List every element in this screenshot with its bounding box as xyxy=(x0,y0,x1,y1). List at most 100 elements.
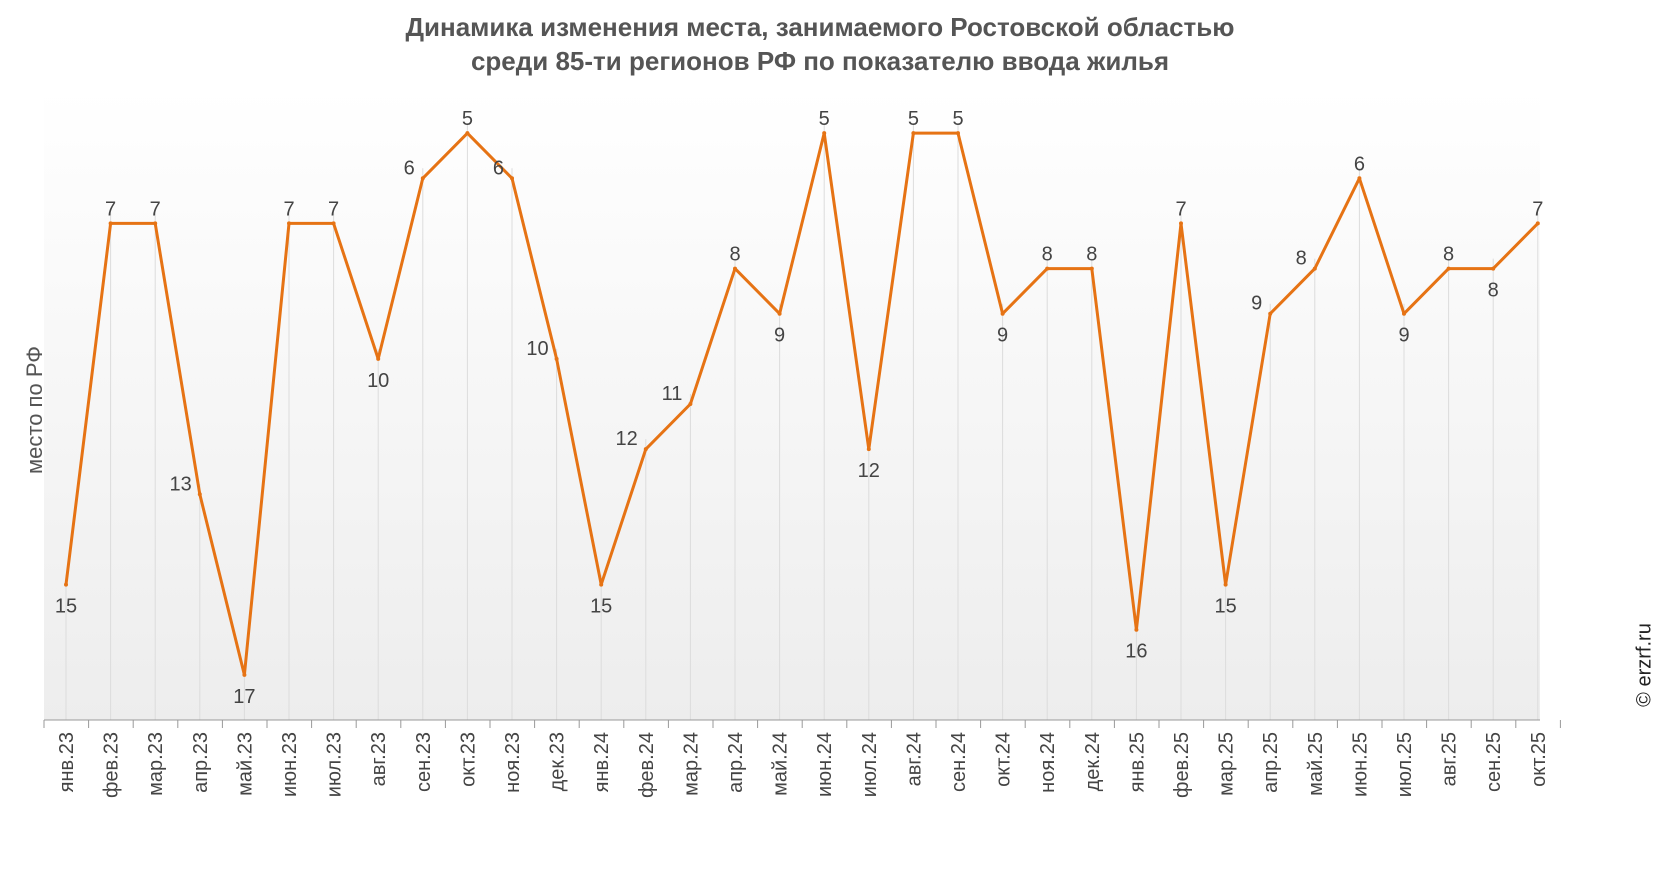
x-tick-label: дек.24 xyxy=(1082,732,1104,791)
data-point xyxy=(1312,266,1317,271)
x-tick-label: окт.24 xyxy=(993,732,1015,787)
x-tick-label: май.24 xyxy=(770,732,792,796)
x-tick-label: июн.25 xyxy=(1349,732,1371,797)
data-label: 5 xyxy=(908,108,919,130)
data-label: 9 xyxy=(774,325,785,347)
data-point xyxy=(822,131,827,136)
data-point xyxy=(688,402,693,406)
data-point xyxy=(331,221,336,226)
data-labels: 15 7 7 13 17 7 7 10 6 5 6 10 15 12 11 8 9 5 12 5 5 9 8 8 16 7 15 9 8… xyxy=(55,108,1543,708)
data-point xyxy=(1179,221,1183,226)
series-line xyxy=(64,131,1539,677)
plot-area xyxy=(44,88,1540,720)
data-point xyxy=(1402,311,1406,316)
x-tick-label: дек.23 xyxy=(547,732,569,791)
data-point xyxy=(1535,221,1540,226)
data-label: 16 xyxy=(1125,641,1147,663)
data-point xyxy=(777,311,782,316)
data-label: 12 xyxy=(616,428,638,450)
data-point xyxy=(1491,266,1496,271)
data-point xyxy=(911,131,916,136)
data-point xyxy=(733,266,737,271)
data-point xyxy=(1000,311,1005,316)
series-line-layer xyxy=(64,131,1540,677)
data-label: 8 xyxy=(1443,244,1454,266)
x-tick-label: янв.25 xyxy=(1126,732,1148,792)
chart-title-line-2: среди 85-ти регионов РФ по показателю вв… xyxy=(470,46,1170,76)
data-label: 7 xyxy=(105,198,116,220)
data-label: 13 xyxy=(170,473,192,495)
x-tick-label: янв.23 xyxy=(56,732,78,792)
x-tick-label: сен.24 xyxy=(948,732,970,792)
data-point xyxy=(643,447,648,452)
x-tick-label: авг.24 xyxy=(903,732,925,786)
x-tick-label: май.23 xyxy=(234,732,256,796)
data-label: 10 xyxy=(526,338,548,360)
data-point xyxy=(420,176,425,181)
data-label: 10 xyxy=(367,370,389,392)
data-label: 8 xyxy=(1042,244,1053,266)
data-point xyxy=(108,221,113,226)
data-label: 12 xyxy=(858,460,880,482)
data-point xyxy=(510,176,514,181)
data-label: 11 xyxy=(662,383,683,405)
x-tick-label: июл.24 xyxy=(859,732,881,797)
data-label: 8 xyxy=(1296,248,1307,270)
data-point xyxy=(1089,266,1094,271)
data-point xyxy=(1268,311,1273,316)
data-point xyxy=(64,582,68,587)
x-tick-label: июн.23 xyxy=(279,732,301,797)
data-label: 5 xyxy=(462,108,473,130)
data-point xyxy=(1223,582,1228,587)
x-tick-label: авг.25 xyxy=(1439,732,1461,786)
data-label: 8 xyxy=(1086,244,1097,266)
data-label: 8 xyxy=(1488,280,1499,302)
x-tick-label: фев.24 xyxy=(636,732,658,798)
x-tick-labels: янв.23 фев.23 мар.23 апр.23 май.23 июн.23 июл.… xyxy=(56,732,1550,798)
data-label: 7 xyxy=(1175,198,1186,220)
data-label: 9 xyxy=(1251,293,1262,315)
x-tick-label: апр.24 xyxy=(725,732,747,793)
data-label: 15 xyxy=(590,596,612,618)
data-point xyxy=(1134,627,1139,632)
data-label: 7 xyxy=(1532,198,1543,220)
x-tick-label: янв.24 xyxy=(591,732,613,792)
x-tick-label: апр.25 xyxy=(1260,732,1282,793)
x-tick-label: авг.23 xyxy=(368,732,390,786)
x-tick-label: июн.24 xyxy=(814,732,836,797)
data-label: 7 xyxy=(328,198,339,220)
data-point xyxy=(599,582,604,587)
x-tick-label: сен.25 xyxy=(1483,732,1505,792)
data-label: 8 xyxy=(729,244,740,266)
x-tick-label: фев.23 xyxy=(101,732,123,798)
x-tick-label: фев.25 xyxy=(1171,732,1193,798)
data-point xyxy=(1446,266,1451,271)
data-label: 6 xyxy=(1354,153,1365,175)
x-tick-label: окт.23 xyxy=(457,732,479,787)
data-label: 5 xyxy=(819,108,830,130)
x-tick-label: мар.24 xyxy=(680,732,702,796)
data-point xyxy=(376,356,381,361)
x-tick-label: июл.23 xyxy=(324,732,346,797)
data-label: 9 xyxy=(997,325,1008,347)
x-tick-label: мар.23 xyxy=(145,732,167,796)
data-point xyxy=(153,221,158,226)
data-point xyxy=(465,131,470,136)
data-label: 7 xyxy=(283,198,294,220)
x-tick-label: сен.23 xyxy=(413,732,435,792)
data-label: 17 xyxy=(233,686,255,708)
chart-title-line-1: Динамика изменения места, занимаемого Ро… xyxy=(405,12,1235,42)
x-axis xyxy=(43,719,1561,728)
x-tick-label: апр.23 xyxy=(190,732,212,793)
x-tick-label: окт.25 xyxy=(1528,732,1550,787)
data-label: 5 xyxy=(952,108,963,130)
credit-text: © erzrf.ru xyxy=(1633,623,1656,707)
data-point xyxy=(956,131,960,136)
credit-container: © erzrf.ru xyxy=(1630,600,1660,730)
data-point xyxy=(1357,176,1362,181)
data-point xyxy=(287,221,291,226)
data-point xyxy=(1045,266,1050,271)
x-tick-label: май.25 xyxy=(1305,732,1327,796)
data-label: 6 xyxy=(493,157,504,179)
